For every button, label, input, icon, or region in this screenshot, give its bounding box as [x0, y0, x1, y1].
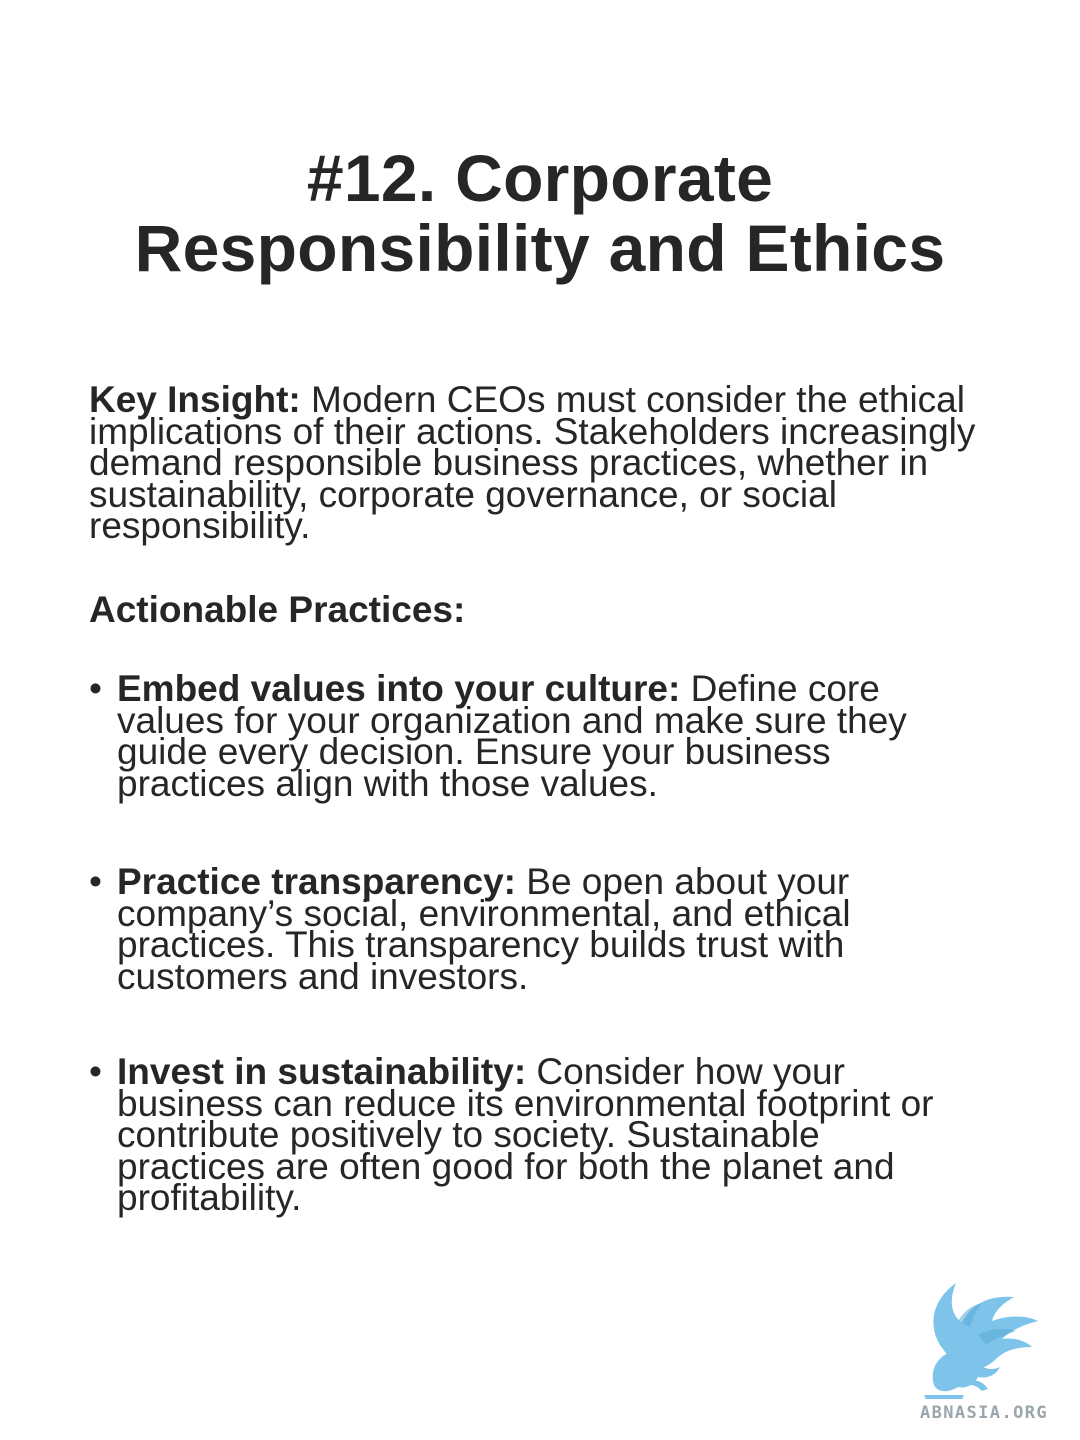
bullet-icon: •: [89, 668, 102, 709]
logo-wordmark: ABNASIA.ORG: [920, 1403, 1048, 1423]
practice-item-text: Invest in sustainability: Consider how y…: [117, 1053, 977, 1216]
practice-item-label: Practice transparency:: [117, 861, 516, 902]
practice-item-label: Invest in sustainability:: [117, 1051, 527, 1092]
page-title: #12. Corporate Responsibility and Ethics: [0, 143, 1080, 283]
bullet-icon: •: [89, 1051, 102, 1092]
key-insight-label: Key Insight:: [89, 379, 301, 420]
practice-item-text: Embed values into your culture: Define c…: [117, 670, 977, 801]
practice-item-body: Consider how your business can reduce it…: [117, 1051, 934, 1218]
title-line-1: #12. Corporate: [306, 141, 774, 215]
bullet-icon: •: [89, 861, 102, 902]
griffin-logo-icon: [924, 1283, 1038, 1399]
practice-item-label: Embed values into your culture:: [117, 668, 681, 709]
practice-item-body: Be open about your company’s social, env…: [117, 861, 851, 997]
practice-item-text: Practice transparency: Be open about you…: [117, 863, 977, 994]
key-insight-paragraph: Key Insight: Modern CEOs must consider t…: [89, 381, 1049, 544]
title-line-2: Responsibility and Ethics: [134, 211, 946, 285]
key-insight-text: Modern CEOs must consider the ethical im…: [89, 379, 976, 546]
practices-heading: Actionable Practices:: [89, 589, 466, 630]
practice-item-body: Define core values for your organization…: [117, 668, 907, 804]
